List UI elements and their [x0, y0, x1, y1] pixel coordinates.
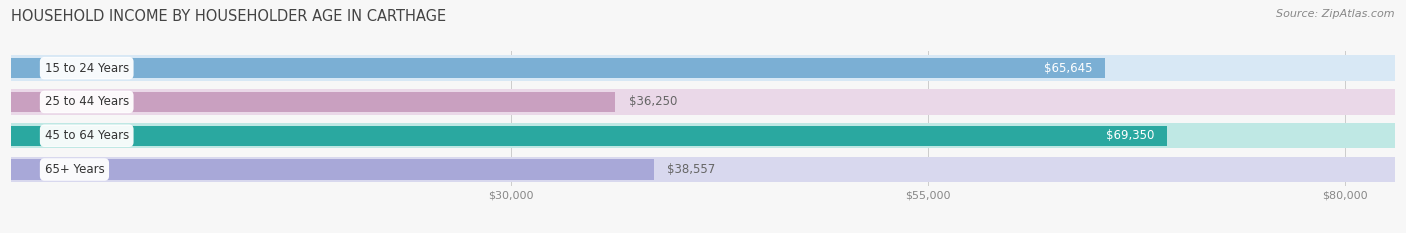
Bar	[11, 55, 1395, 81]
Text: $36,250: $36,250	[628, 96, 678, 108]
Text: Source: ZipAtlas.com: Source: ZipAtlas.com	[1277, 9, 1395, 19]
Bar	[11, 126, 1167, 146]
Text: HOUSEHOLD INCOME BY HOUSEHOLDER AGE IN CARTHAGE: HOUSEHOLD INCOME BY HOUSEHOLDER AGE IN C…	[11, 9, 446, 24]
Bar	[11, 89, 1395, 115]
Text: $69,350: $69,350	[1105, 129, 1154, 142]
Bar	[11, 159, 654, 180]
Text: 45 to 64 Years: 45 to 64 Years	[45, 129, 129, 142]
Bar	[11, 157, 1395, 182]
Bar	[11, 58, 1105, 78]
Text: 15 to 24 Years: 15 to 24 Years	[45, 62, 129, 75]
Bar	[11, 92, 616, 112]
Bar	[11, 123, 1395, 148]
Text: $38,557: $38,557	[668, 163, 716, 176]
Text: 65+ Years: 65+ Years	[45, 163, 104, 176]
Text: $65,645: $65,645	[1043, 62, 1092, 75]
Text: 25 to 44 Years: 25 to 44 Years	[45, 96, 129, 108]
